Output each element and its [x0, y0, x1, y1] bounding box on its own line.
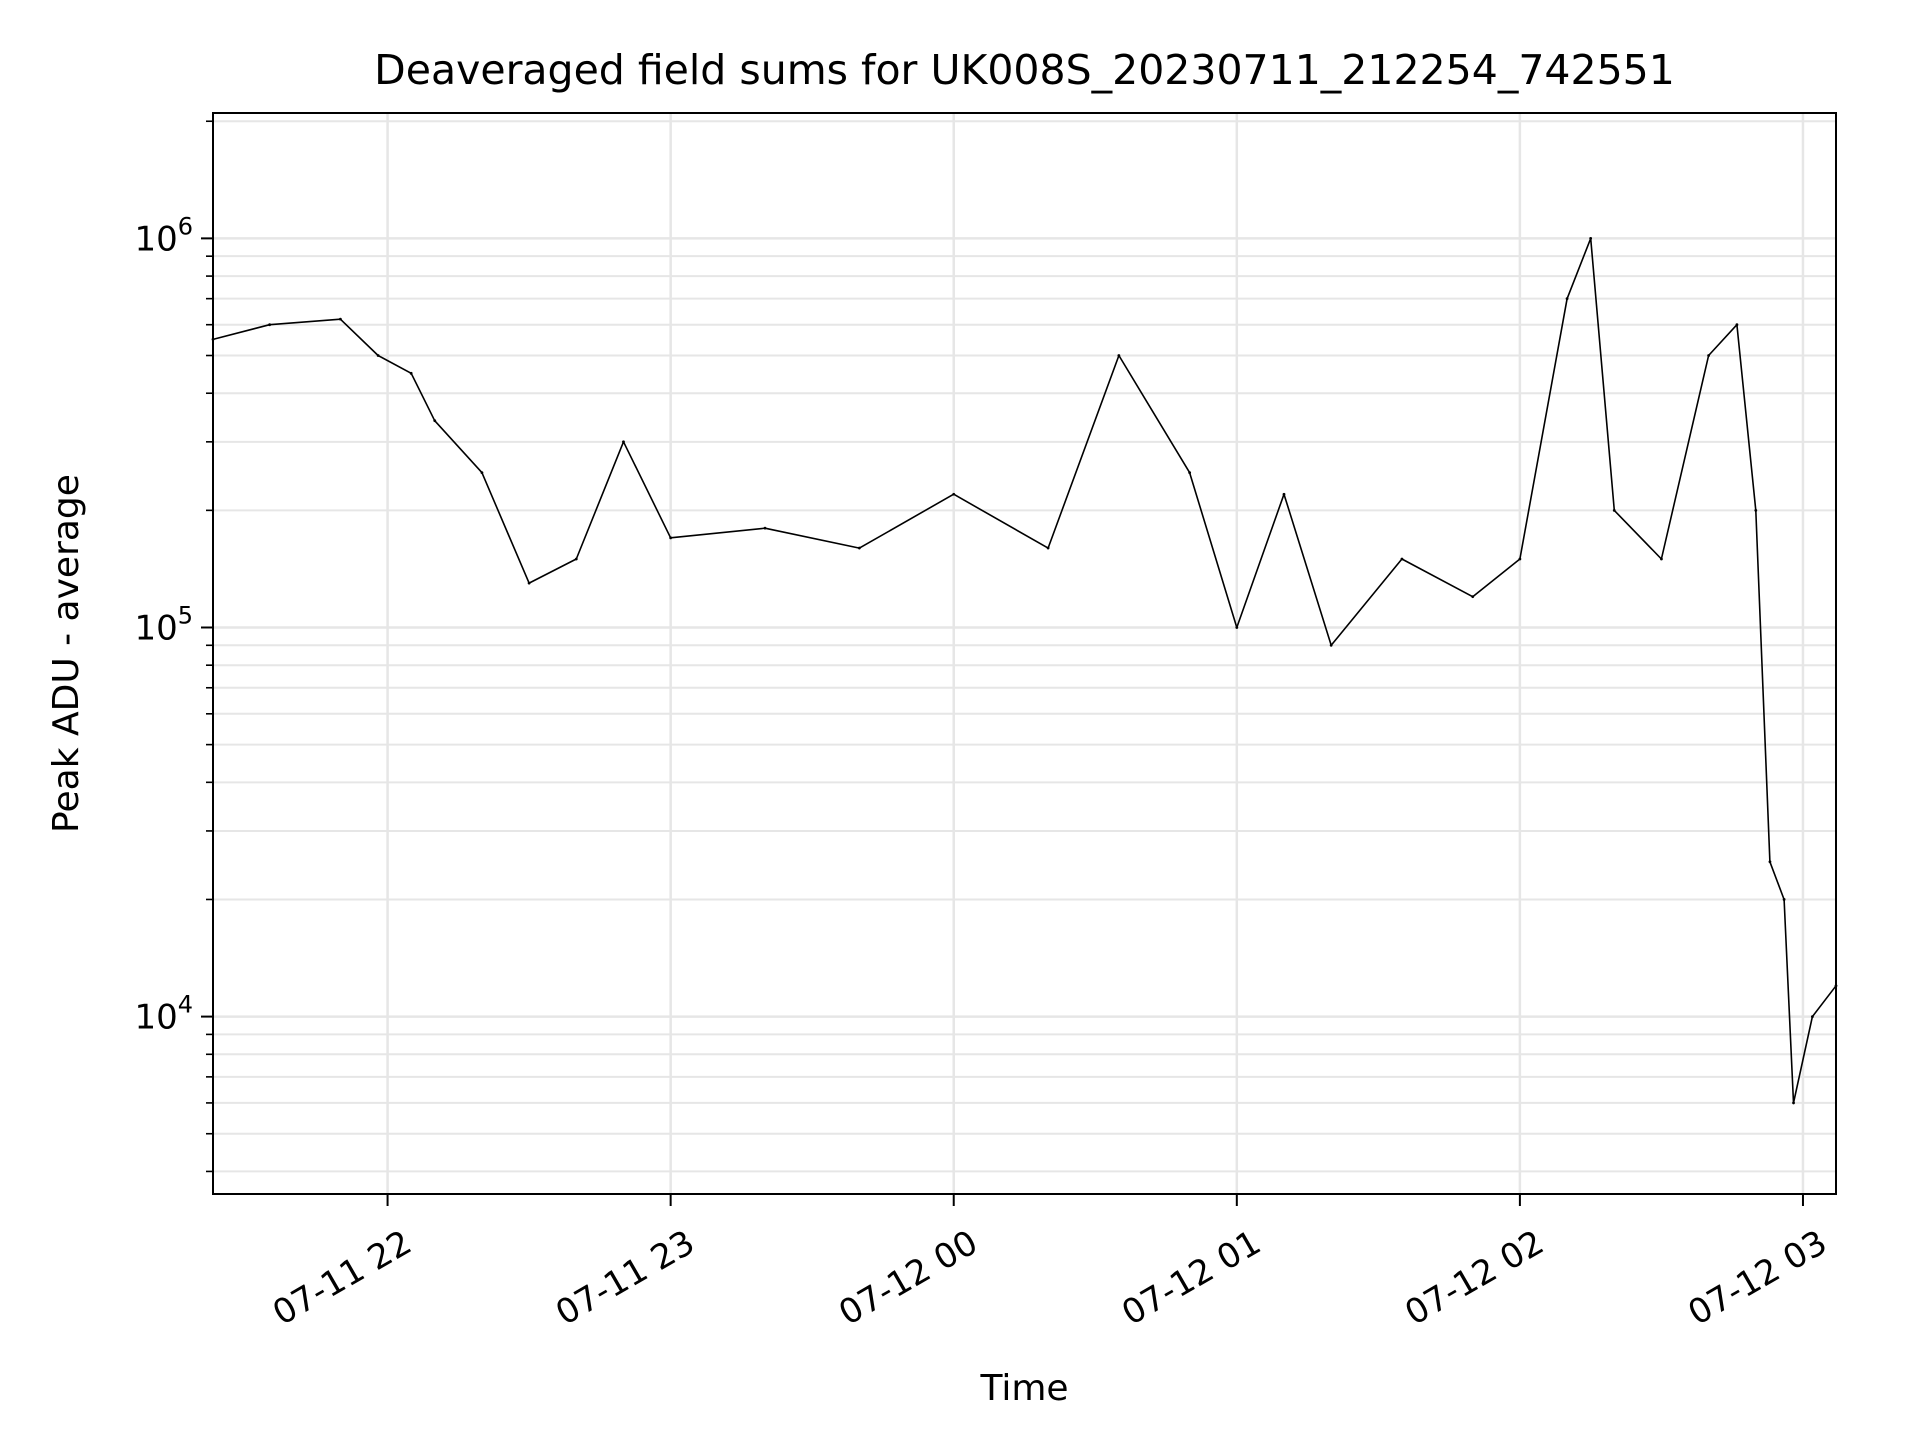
data-point: [622, 440, 625, 444]
data-point: [1282, 492, 1286, 496]
data-point: [1811, 1015, 1814, 1018]
y-tick-label: 106: [134, 212, 193, 259]
data-point: [1329, 643, 1333, 647]
chart-title: Deaveraged field sums for UK008S_2023071…: [374, 46, 1675, 94]
data-point: [763, 526, 767, 530]
data-point: [376, 354, 380, 357]
data-point: [409, 371, 413, 375]
data-point: [338, 317, 342, 321]
y-tick-label: 104: [134, 991, 193, 1038]
data-point: [857, 546, 861, 550]
y-tick-label: 105: [134, 601, 193, 648]
data-point: [433, 419, 437, 423]
grid: [213, 113, 1836, 1194]
data-point: [1589, 236, 1593, 240]
plot-frame: [212, 112, 1837, 1195]
data-point: [1235, 626, 1239, 629]
data-point: [669, 536, 673, 540]
data-point: [1754, 508, 1758, 512]
data-point: [1735, 323, 1739, 327]
y-axis-ticks: 104 105 106: [134, 120, 213, 1173]
data-point: [1660, 557, 1663, 561]
data-point: [952, 492, 956, 496]
data-point: [1768, 860, 1772, 864]
data-point: [1792, 1101, 1795, 1105]
data-point: [1471, 595, 1475, 599]
data-point: [574, 557, 578, 561]
data-point: [1518, 557, 1522, 561]
data-point: [480, 471, 484, 475]
data-point: [268, 323, 272, 327]
x-axis-label: Time: [979, 1368, 1068, 1409]
data-point: [1612, 508, 1616, 512]
data-point: [1782, 898, 1786, 901]
data-point: [1707, 354, 1711, 357]
data-point: [1046, 546, 1050, 550]
data-point: [1188, 471, 1192, 475]
data-point: [527, 581, 531, 585]
plot-area: [211, 236, 1838, 1105]
data-point: [1400, 557, 1404, 561]
y-axis-label: Peak ADU - average: [46, 474, 87, 833]
data-point: [1117, 354, 1121, 357]
data-point: [1565, 297, 1569, 301]
